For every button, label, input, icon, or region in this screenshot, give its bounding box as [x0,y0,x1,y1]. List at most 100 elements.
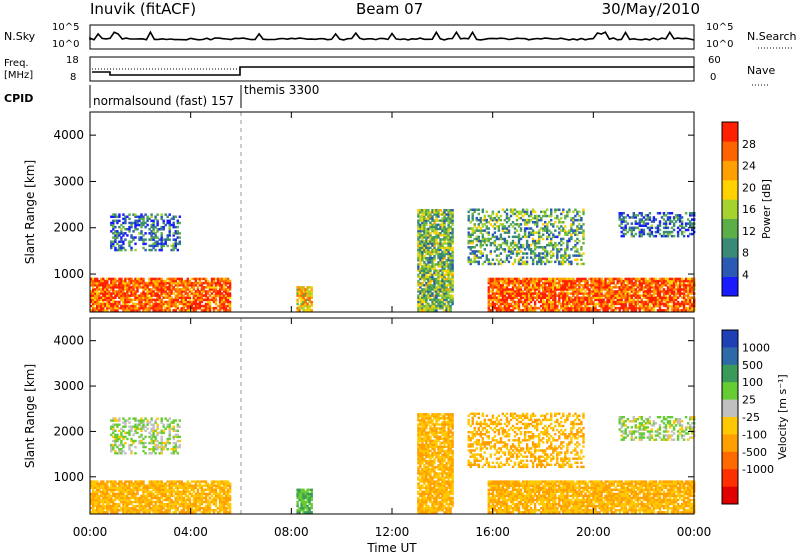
power-cell-1 [140,215,143,218]
power-cell-4 [572,231,575,234]
power-cell-5 [604,286,607,289]
power-cell-4 [471,227,474,230]
power-cell-5 [529,288,533,291]
power-cell-2 [300,298,303,302]
power-cell-3 [421,269,424,272]
power-cell-3 [451,290,454,293]
power-cell-5 [574,302,577,306]
power-cell-3 [443,304,446,308]
velocity-cell-0 [100,498,103,502]
power-cell-0 [160,294,163,297]
power-cell-4 [578,214,581,218]
power-cell-3 [447,252,450,256]
power-cell-6 [644,218,648,221]
velocity-cell-0 [138,488,141,491]
power-cell-1 [134,221,137,225]
power-cell-5 [590,300,593,304]
power-cell-0 [166,309,169,312]
power-cell-2 [308,286,311,289]
power-cell-6 [658,228,662,232]
power-cell-5 [610,286,613,289]
power-cell-3 [423,273,426,277]
power-cell-3 [441,277,444,281]
power-cell-0 [124,279,127,283]
power-cell-5 [529,298,533,302]
power-cell-0 [216,309,220,312]
power-cell-6 [678,224,682,227]
power-cell-0 [116,292,119,295]
power-cell-0 [198,290,202,293]
power-cell-4 [467,256,470,259]
frequency-panel: Freq. [MHz] 18 8 60 0 Nave [4,55,775,86]
power-cell-4 [525,262,529,266]
power-cell-3 [451,227,454,231]
velocity-cell-0 [118,504,121,508]
power-cell-0 [190,292,194,295]
power-cell-3 [447,296,450,299]
power-cell-1 [120,223,123,227]
power-cell-0 [210,279,214,283]
power-cell-6 [664,226,668,230]
power-cell-5 [536,298,539,302]
power-cell-3 [425,273,428,277]
power-cell-5 [568,309,571,312]
power-cell-0 [94,296,97,299]
power-cell-5 [612,290,615,293]
power-cell-5 [638,309,641,312]
power-cell-5 [658,279,662,283]
power-cell-1 [122,221,125,225]
power-cell-1 [154,242,157,246]
power-cell-3 [445,300,448,304]
power-cell-0 [170,286,173,289]
power-cell-1 [122,225,125,229]
power-cell-0 [110,277,113,281]
power-cell-0 [228,281,232,285]
velocity-cell-0 [96,494,99,498]
power-cell-5 [531,306,535,310]
power-cell-3 [425,227,428,231]
power-cell-0 [142,309,145,312]
power-cell-4 [531,237,535,241]
power-cell-4 [536,262,539,266]
power-cell-5 [513,296,517,299]
power-cell-5 [497,290,501,293]
power-cell-0 [144,284,147,287]
velocity-cell-0 [162,482,165,485]
power-cell-4 [497,229,501,232]
power-cell-5 [507,290,511,293]
power-cell-3 [447,242,450,245]
power-cell-5 [566,284,569,287]
power-cell-5 [548,294,551,297]
power-cell-5 [614,284,617,287]
velocity-cell-0 [116,502,119,506]
power-cell-0 [204,294,208,297]
power-cell-2 [296,286,299,289]
power-cell-4 [493,218,497,222]
power-cell-1 [142,217,145,221]
power-cell-4 [481,243,484,247]
power-cell-5 [527,298,531,302]
power-cell-0 [224,290,228,293]
power-cell-3 [425,236,428,239]
power-cell-3 [443,221,446,224]
power-cell-5 [656,300,660,304]
power-cell-3 [433,294,436,297]
power-cell-4 [576,241,579,245]
power-cell-3 [433,246,436,249]
power-cell-0 [94,290,97,293]
power-cell-4 [550,214,553,218]
power-cell-0 [114,281,117,285]
power-cell-6 [680,222,684,225]
power-cell-0 [202,288,206,291]
power-cell-4 [550,237,553,241]
power-cell-0 [120,290,123,293]
power-cell-3 [445,259,448,262]
power-cell-0 [218,300,222,304]
power-cell-0 [138,309,141,312]
power-cell-3 [437,209,440,212]
power-cell-5 [574,281,577,285]
velocity-cell-0 [130,502,133,506]
power-cell-4 [578,223,581,226]
power-cell-1 [148,248,151,252]
power-cell-5 [493,294,497,297]
